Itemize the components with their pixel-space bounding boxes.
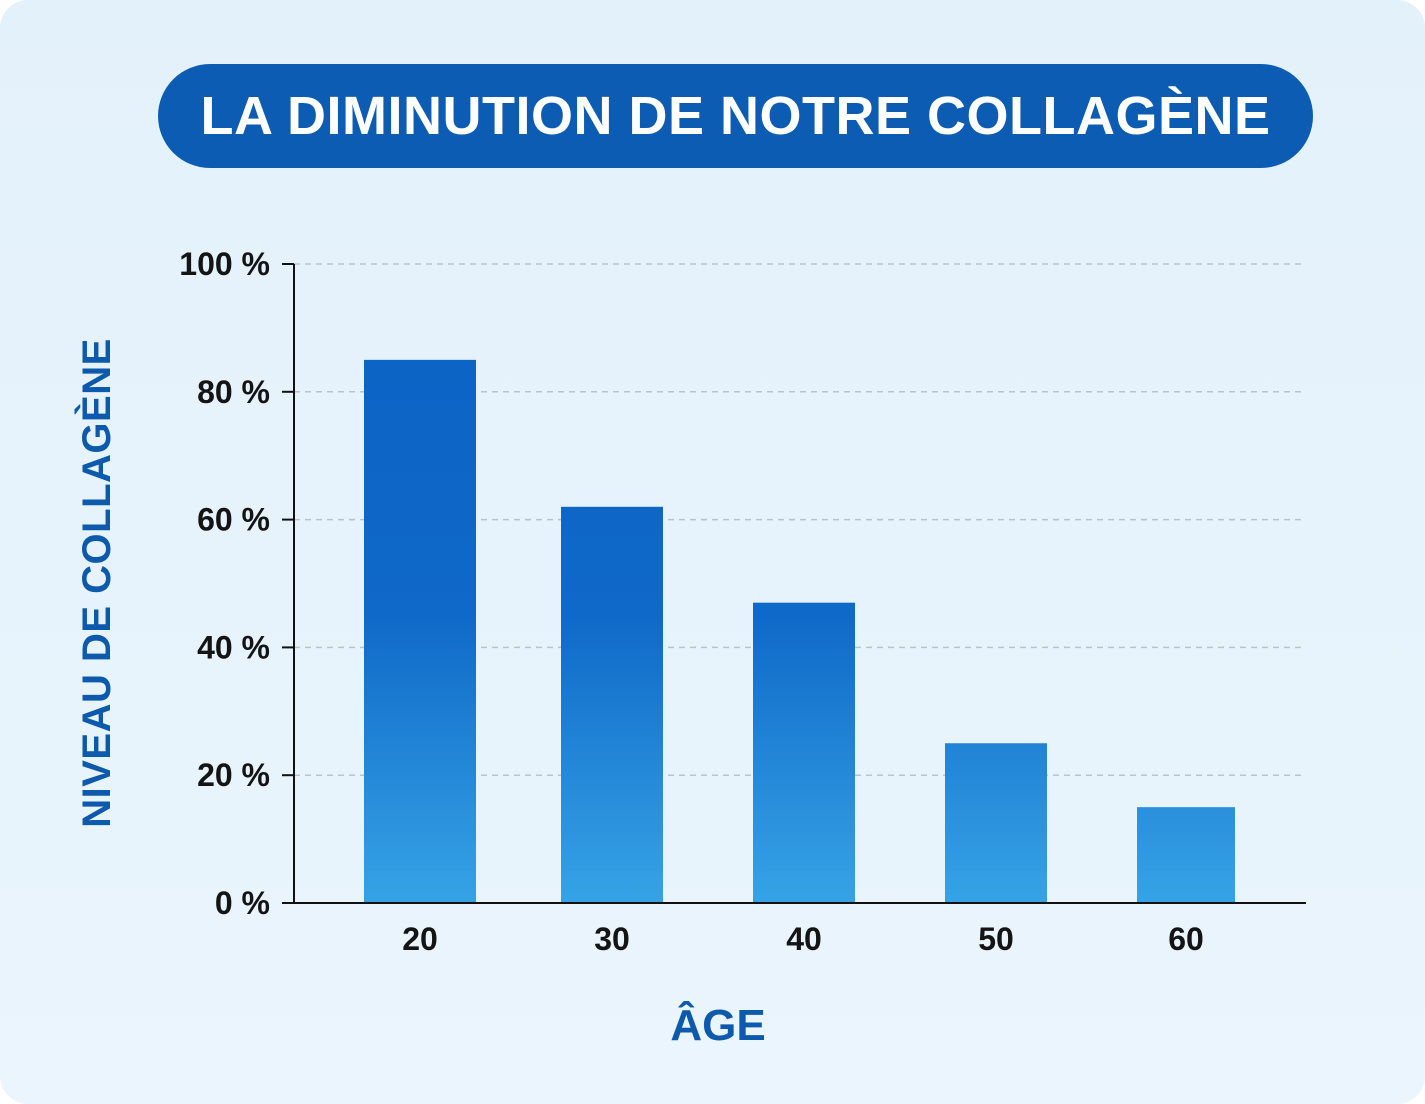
y-tick-label: 80 %: [197, 374, 270, 410]
x-tick-labels: 20 30 40 50 60: [402, 921, 1204, 957]
y-tick-labels: 0 % 20 % 40 % 60 % 80 % 100 %: [179, 246, 270, 921]
bar-age-30: [561, 506, 663, 903]
x-tick-label: 60: [1168, 921, 1204, 957]
y-tick-label: 40 %: [197, 629, 270, 665]
y-tick-label: 100 %: [179, 246, 270, 282]
chart-title-banner: LA DIMINUTION DE NOTRE COLLAGÈNE: [158, 64, 1313, 168]
y-tick-label: 0 %: [215, 885, 270, 921]
x-axis-label: ÂGE: [670, 1000, 765, 1050]
axes: [282, 264, 1306, 904]
bar-age-40: [753, 602, 855, 903]
bar-age-20: [364, 359, 476, 904]
bars: [364, 359, 1235, 904]
y-tick-label: 20 %: [197, 757, 270, 793]
x-tick-label: 20: [402, 921, 438, 957]
x-tick-label: 50: [978, 921, 1014, 957]
x-tick-label: 30: [594, 921, 630, 957]
chart-title: LA DIMINUTION DE NOTRE COLLAGÈNE: [200, 86, 1271, 146]
bar-age-50: [945, 743, 1047, 903]
y-axis-label: NIVEAU DE COLLAGÈNE: [74, 338, 119, 828]
x-tick-label: 40: [786, 921, 822, 957]
bar-age-60: [1137, 807, 1235, 903]
y-tick-label: 60 %: [197, 502, 270, 538]
